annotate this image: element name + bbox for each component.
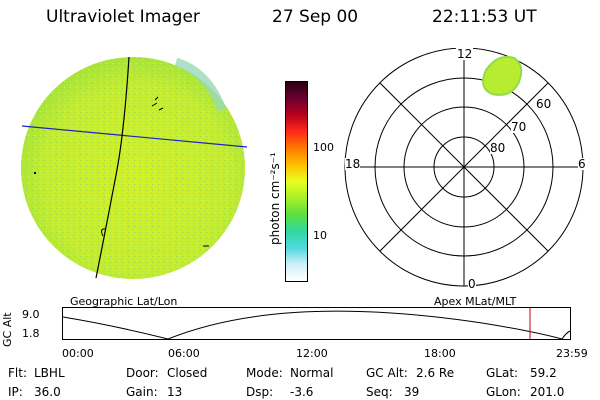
observation-time: 22:11:53 UT <box>432 7 537 27</box>
status-flt-value: LBHL <box>34 366 65 380</box>
status-glat-key: GLat: <box>486 366 519 380</box>
meridian-diagonal <box>379 82 549 252</box>
mlt-label-6: 6 <box>578 157 586 171</box>
status-dsp-key: Dsp: <box>246 385 274 399</box>
longitude-line <box>95 56 130 279</box>
status-ip-key: IP: <box>8 385 23 399</box>
status-gcalt-value: 2.6 Re <box>416 366 455 380</box>
status-glon-value: 201.0 <box>530 385 565 399</box>
coastline <box>101 228 107 237</box>
mlat-label-70: 70 <box>511 120 527 134</box>
status-glat-value: 59.2 <box>530 366 557 380</box>
mlat-label-60: 60 <box>536 97 552 111</box>
time-tick-2359: 23:59 <box>556 347 588 360</box>
coastline <box>151 96 164 111</box>
colorbar <box>285 81 308 282</box>
earth-disk <box>21 57 245 279</box>
time-tick-06: 06:00 <box>168 347 200 360</box>
observation-date: 27 Sep 00 <box>272 7 359 27</box>
status-gain-key: Gain: <box>126 385 158 399</box>
latitude-line <box>21 125 248 148</box>
auroral-blob <box>482 55 523 96</box>
mlt-label-18: 18 <box>345 157 361 171</box>
status-door-key: Door: <box>126 366 159 380</box>
colorbar-tick-100: 100 <box>313 141 334 154</box>
status-seq-value: 39 <box>404 385 420 399</box>
altitude-curve <box>62 310 571 340</box>
time-tick-00: 00:00 <box>62 347 94 360</box>
status-gain-value: 13 <box>167 385 183 399</box>
time-tick-18: 18:00 <box>424 347 456 360</box>
altitude-strip <box>62 307 571 340</box>
status-ip-value: 36.0 <box>34 385 61 399</box>
status-mode-value: Normal <box>290 366 334 380</box>
status-flt-key: Flt: <box>8 366 27 380</box>
status-gcalt-key: GC Alt: <box>366 366 408 380</box>
altitude-tick-top: 9.0 <box>22 308 40 321</box>
geographic-image <box>21 56 248 279</box>
polar-plot <box>344 48 584 287</box>
status-mode-key: Mode: <box>246 366 283 380</box>
status-glon-key: GLon: <box>486 385 521 399</box>
geographic-caption: Geographic Lat/Lon <box>70 295 178 308</box>
colorbar-tick-10: 10 <box>313 229 327 242</box>
status-dsp-value: -3.6 <box>290 385 314 399</box>
mlt-label-12: 12 <box>456 47 474 61</box>
apex-caption: Apex MLat/MLT <box>434 295 517 308</box>
status-seq-key: Seq: <box>366 385 393 399</box>
time-tick-12: 12:00 <box>296 347 328 360</box>
data-gap-pixel <box>34 172 36 174</box>
altitude-axis-label: GC Alt <box>1 312 14 347</box>
mlt-label-0: 0 <box>468 277 476 291</box>
altitude-tick-bottom: 1.8 <box>22 327 40 340</box>
colorbar-unit-label: photon cm⁻²s⁻¹ <box>268 152 282 245</box>
mlat-label-80: 80 <box>490 141 506 155</box>
status-door-value: Closed <box>167 366 208 380</box>
instrument-title: Ultraviolet Imager <box>46 7 200 27</box>
